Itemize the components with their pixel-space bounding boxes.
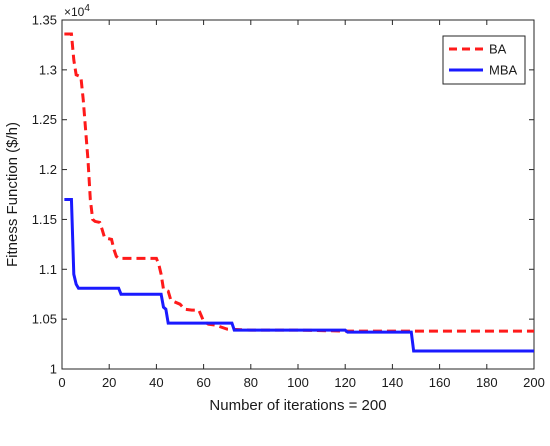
y-axis-title: Fitness Function ($/h) xyxy=(4,122,21,267)
x-tick-label: 140 xyxy=(382,375,404,390)
x-tick-label: 120 xyxy=(334,375,356,390)
legend-label-mba: MBA xyxy=(489,63,518,78)
y-tick-label: 1.1 xyxy=(39,262,57,277)
series-layer xyxy=(64,32,534,353)
y-tick-label: 1.3 xyxy=(39,62,57,77)
x-axis-title: Number of iterations = 200 xyxy=(209,397,386,414)
y-tick-label: 1.15 xyxy=(32,212,57,227)
x-tick-label: 20 xyxy=(102,375,116,390)
y-axis-multiplier-base: ×10 xyxy=(64,5,85,19)
x-tick-label: 160 xyxy=(429,375,451,390)
x-tick-label: 40 xyxy=(149,375,163,390)
y-tick-label: 1.2 xyxy=(39,162,57,177)
legend-box xyxy=(442,35,526,85)
y-axis-multiplier: ×104 xyxy=(64,3,90,19)
series-line-ba xyxy=(64,32,534,333)
y-axis-multiplier-exponent: 4 xyxy=(84,3,90,14)
legend-label-ba: BA xyxy=(489,42,507,57)
y-tick-label: 1.05 xyxy=(32,312,57,327)
y-tick-label: 1 xyxy=(50,362,57,377)
x-tick-label: 200 xyxy=(523,375,545,390)
y-tick-label: 1.25 xyxy=(32,112,57,127)
series-line-mba xyxy=(64,197,534,353)
x-tick-label: 180 xyxy=(476,375,498,390)
x-tick-label: 60 xyxy=(196,375,210,390)
x-tick-label: 0 xyxy=(58,375,65,390)
y-tick-label: 1.35 xyxy=(32,13,57,28)
x-tick-label: 100 xyxy=(287,375,309,390)
ticks-layer: 0 20 40 60 80 100 120 140 160 180 200 1 1.05 1.1 1.15 1… xyxy=(32,13,545,391)
x-tick-label: 80 xyxy=(244,375,258,390)
legend: BA MBA xyxy=(442,35,526,85)
